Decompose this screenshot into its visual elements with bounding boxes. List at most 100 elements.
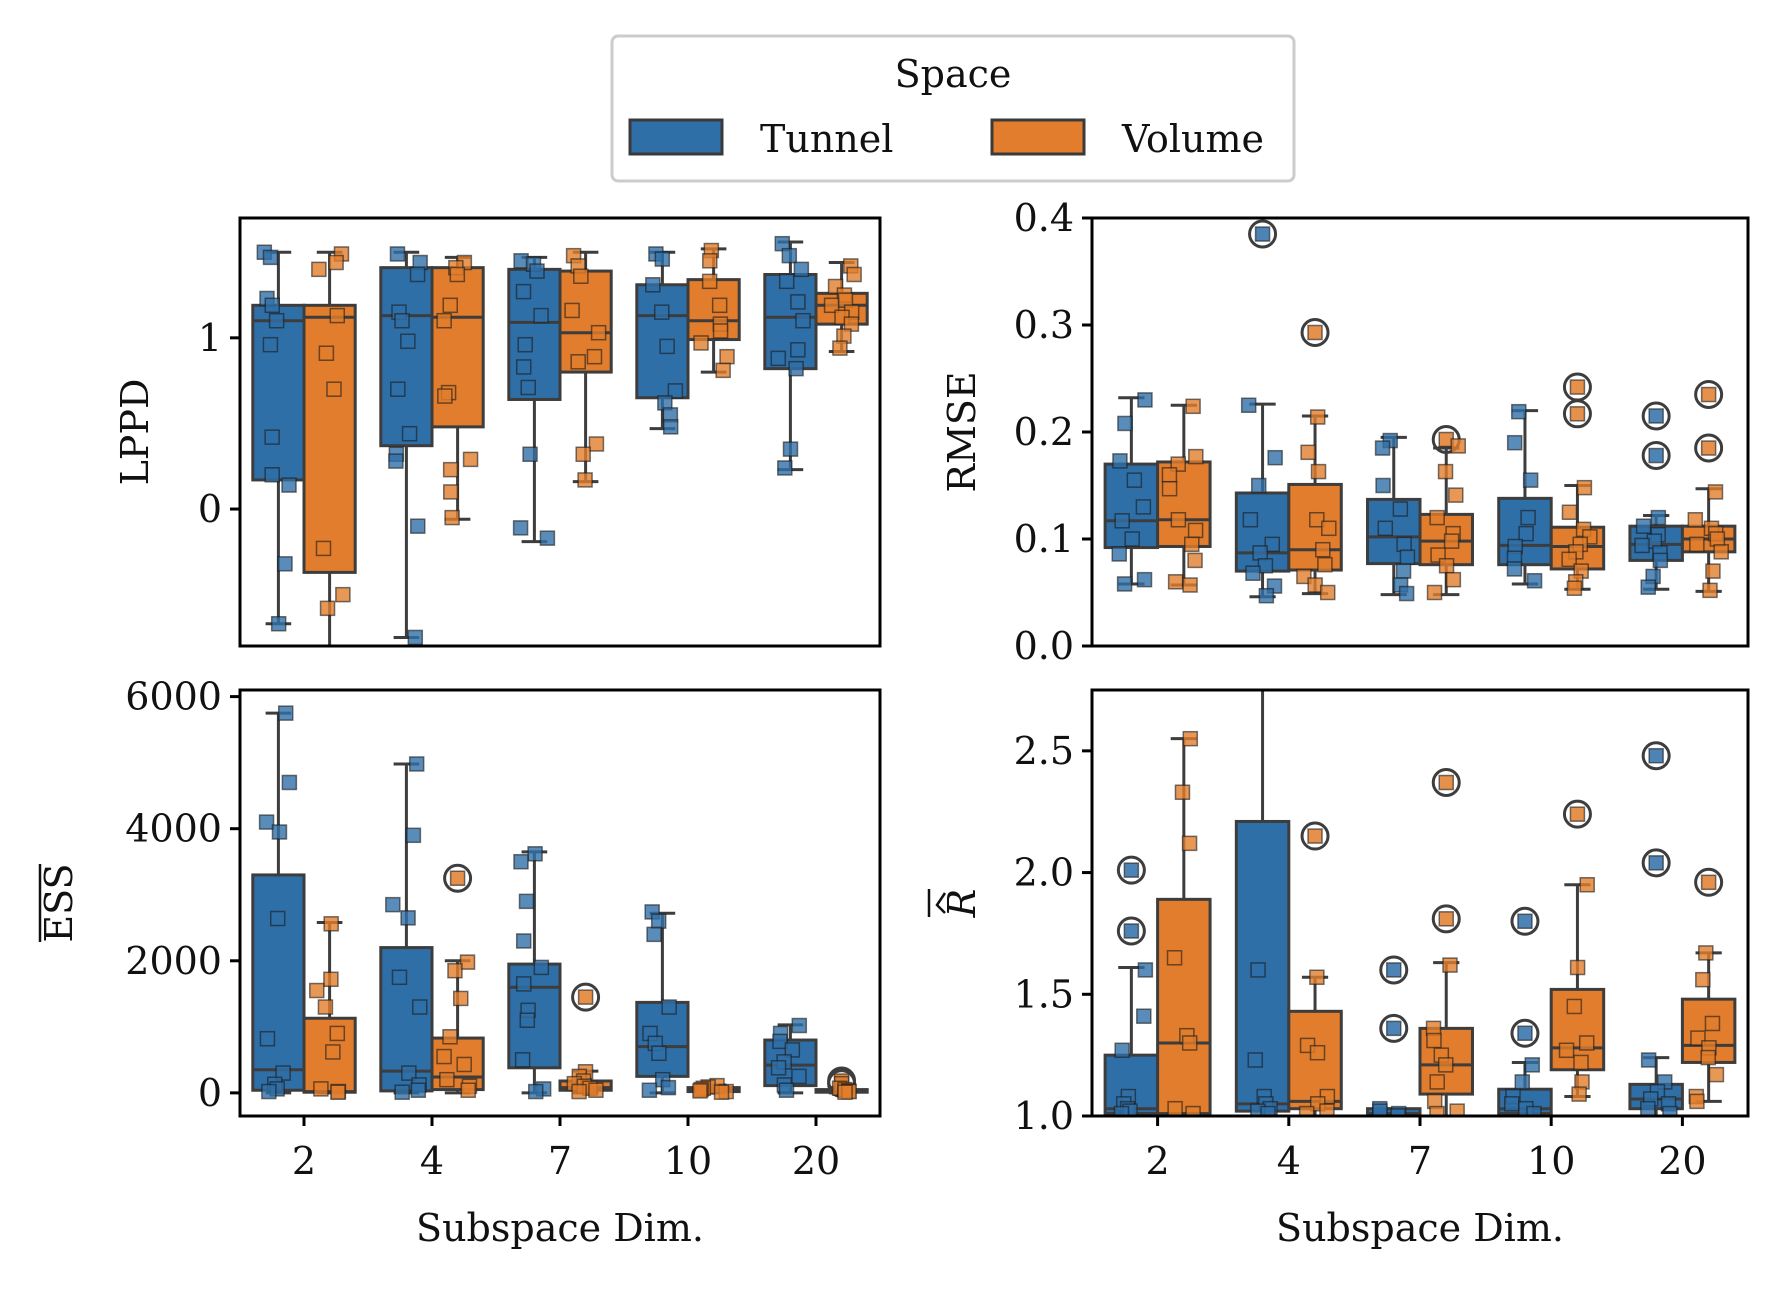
rmse-volume-2-point-9 <box>1167 574 1184 590</box>
rmse-tunnel-10-point-4 <box>1518 525 1534 542</box>
lppd-tunnel-20-point-7 <box>770 350 787 367</box>
ess-volume-10-point-4 <box>692 1083 708 1099</box>
lppd-volume-2-point-7 <box>335 586 351 603</box>
lppd-tunnel-4-point-2 <box>409 266 426 283</box>
ess-volume-4-flier-point-0 <box>449 870 466 886</box>
lppd-tunnel-2-point-9 <box>277 556 293 572</box>
lppd-tunnel-20-point-9 <box>782 441 799 457</box>
ess-tunnel-2-point-4 <box>269 910 286 927</box>
lppd-volume-20-point-5 <box>823 297 840 314</box>
rmse-ytick-label-2: 0.2 <box>1014 410 1074 454</box>
rhat-volume-10-point-0 <box>1579 876 1595 893</box>
rmse-tunnel-2-point-4 <box>1135 499 1152 515</box>
ess-volume-7-point-6 <box>588 1082 604 1098</box>
legend: Space Tunnel Volume <box>610 34 1296 183</box>
rhat-volume-7-flier-point-1 <box>1438 911 1454 927</box>
rmse-volume-20-point-6 <box>1713 544 1729 560</box>
rmse-tunnel-4-point-3 <box>1242 511 1259 528</box>
rmse-tunnel-4-point-2 <box>1250 477 1267 494</box>
lppd-volume-7-point-4 <box>590 324 607 341</box>
rmse-tunnel-2-point-2 <box>1112 453 1128 469</box>
ess-volume-2-point-4 <box>329 1025 346 1042</box>
rhat-xtick-label-3: 10 <box>1527 1139 1575 1183</box>
lppd-ytick-label-0: 0 <box>198 487 222 531</box>
rmse-volume-7-box <box>1418 512 1474 567</box>
lppd-tunnel-7-point-9 <box>512 520 529 536</box>
rmse-ylabel: RMSE <box>940 371 984 492</box>
lppd-volume-20-point-1 <box>846 266 862 283</box>
rmse-tunnel-10-point-2 <box>1522 472 1539 488</box>
lppd-volume-4-point-7 <box>462 451 479 468</box>
lppd-volume-7-point-5 <box>586 348 603 365</box>
rhat-tunnel-7-point-1 <box>1372 1103 1388 1116</box>
rhat-tunnel-20-flier-0 <box>1641 741 1671 771</box>
rhat-volume-7-flier-1 <box>1431 904 1461 934</box>
lppd-tunnel-4-point-4 <box>394 312 410 329</box>
rmse-volume-2-point-8 <box>1187 552 1203 569</box>
rmse-volume-7-point-3 <box>1429 509 1445 526</box>
rmse-tunnel-4-flier-point-0 <box>1254 226 1271 242</box>
rmse-volume-10-flier-point-1 <box>1569 406 1586 422</box>
ess-tunnel-2-box <box>251 873 306 1092</box>
ess-volume-2-point-8 <box>330 1084 346 1100</box>
lppd-tunnel-20-point-2 <box>793 261 810 278</box>
ess-volume-4-flier-0 <box>443 863 473 893</box>
rmse-tunnel-7-point-4 <box>1377 520 1394 537</box>
rhat-tunnel-4-point-0 <box>1250 962 1266 978</box>
rmse-volume-4-point-3 <box>1309 511 1325 528</box>
rhat-xtick-label-0: 2 <box>1146 1139 1170 1183</box>
ess-volume-4-point-2 <box>453 990 469 1007</box>
lppd-tunnel-10-box <box>635 283 690 400</box>
ess-xtick-label-1: 4 <box>420 1139 444 1183</box>
rmse-tunnel-20-point-0 <box>1650 509 1667 526</box>
lppd-volume-10-point-7 <box>719 348 735 365</box>
lppd-tunnel-4-point-6 <box>390 381 406 397</box>
rmse-tunnel-10-point-3 <box>1520 509 1536 526</box>
rhat-volume-10-point-2 <box>1566 998 1583 1015</box>
lppd-volume-7-point-9 <box>577 472 593 488</box>
legend-swatch-volume <box>990 118 1086 156</box>
rhat-ylabel: R <box>940 889 984 919</box>
lppd-panel: 0 1 LPPD <box>113 216 882 648</box>
rmse-volume-20-point-1 <box>1687 511 1704 528</box>
lppd-volume-7-point-3 <box>564 302 580 319</box>
ess-tunnel-10-point-9 <box>641 1082 658 1098</box>
rhat-tunnel-7-flier-1 <box>1379 1013 1409 1043</box>
rhat-volume-10-point-7 <box>1571 1086 1587 1102</box>
rhat-volume-20-point-1 <box>1695 971 1711 988</box>
rmse-tunnel-7-point-9 <box>1398 585 1415 602</box>
rhat-volume-2-point-7 <box>1185 1105 1201 1116</box>
rmse-volume-7-point-5 <box>1443 533 1460 549</box>
rmse-tunnel-20-point-4 <box>1634 537 1650 554</box>
rmse-volume-20-flier-point-1 <box>1700 440 1717 456</box>
rmse-tunnel-10-point-1 <box>1506 434 1523 451</box>
rhat-tunnel-20-flier-point-1 <box>1648 855 1664 871</box>
lppd-volume-10-point-2 <box>701 273 718 290</box>
ess-volume-4-point-0 <box>459 954 476 970</box>
rmse-volume-10-point-1 <box>1561 504 1578 520</box>
legend-swatch-tunnel <box>628 118 724 156</box>
rhat-volume-7-flier-point-0 <box>1438 774 1454 791</box>
lppd-volume-7-point-7 <box>588 436 605 452</box>
lppd-volume-10-point-1 <box>702 253 718 269</box>
rhat-plot-area <box>1103 690 1737 1116</box>
rhat-ytick-label-0: 1.0 <box>1014 1094 1074 1138</box>
rhat-tunnel-10-point-3 <box>1504 1096 1520 1112</box>
rhat-tunnel-20-flier-1 <box>1641 848 1671 878</box>
ess-volume-2-point-1 <box>323 971 339 988</box>
lppd-volume-10-point-6 <box>693 335 709 351</box>
lppd-volume-2-point-1 <box>328 254 344 271</box>
rmse-tunnel-2-point-5 <box>1114 513 1130 529</box>
rmse-tunnel-2-point-9 <box>1116 576 1133 592</box>
rmse-volume-20-flier-0 <box>1694 380 1724 410</box>
lppd-tunnel-7-point-4 <box>533 307 549 324</box>
rmse-volume-4-point-0 <box>1309 409 1326 425</box>
rhat-volume-20-point-6 <box>1708 1066 1725 1083</box>
ess-tunnel-2-point-1 <box>281 774 298 791</box>
rhat-ytick-label-2: 2.0 <box>1014 851 1074 895</box>
rmse-ytick-label-0: 0.0 <box>1014 624 1074 668</box>
ess-tunnel-10-point-2 <box>646 926 662 943</box>
rhat-volume-10-flier-0 <box>1562 799 1592 829</box>
ess-xtick-label-0: 2 <box>292 1139 316 1183</box>
ess-xlabel: Subspace Dim. <box>416 1206 704 1250</box>
